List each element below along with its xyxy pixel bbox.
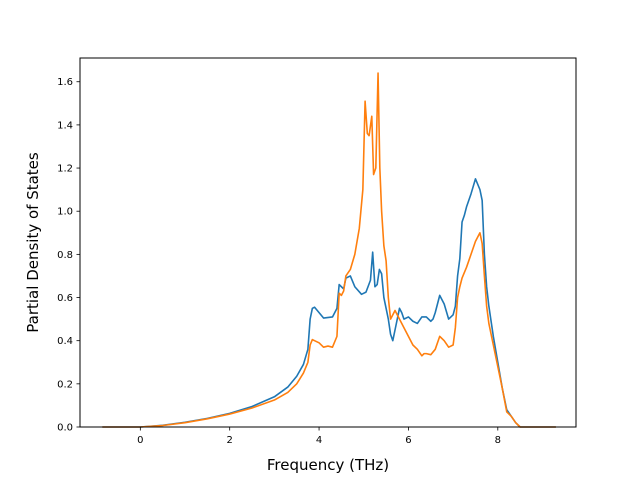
- x-tick-label: 2: [227, 435, 233, 446]
- y-tick-label: 0.2: [57, 379, 73, 390]
- y-tick-label: 0.4: [57, 336, 73, 347]
- series-line-1: [102, 178, 556, 428]
- y-tick-label: 1.4: [57, 120, 73, 131]
- x-axis-title: Frequency (THz): [267, 456, 389, 474]
- y-axis: 0.0 0.2 0.4 0.6 0.8 1.0 1.2 1.4 1.6: [57, 77, 80, 434]
- x-axis: 0 2 4 6 8: [137, 427, 501, 446]
- x-tick-label: 0: [137, 435, 143, 446]
- x-tick-label: 6: [405, 435, 411, 446]
- series-layer: [102, 72, 556, 428]
- x-tick-label: 8: [495, 435, 501, 446]
- y-tick-label: 0.8: [57, 250, 73, 261]
- y-tick-label: 0.0: [57, 423, 73, 434]
- y-tick-label: 1.2: [57, 164, 73, 175]
- y-tick-label: 0.6: [57, 293, 73, 304]
- y-axis-title: Partial Density of States: [24, 152, 42, 333]
- y-tick-label: 1.0: [57, 207, 73, 218]
- x-tick-label: 4: [316, 435, 322, 446]
- plot-frame: [79, 57, 577, 428]
- series-line-2: [102, 72, 556, 428]
- y-tick-label: 1.6: [57, 77, 73, 88]
